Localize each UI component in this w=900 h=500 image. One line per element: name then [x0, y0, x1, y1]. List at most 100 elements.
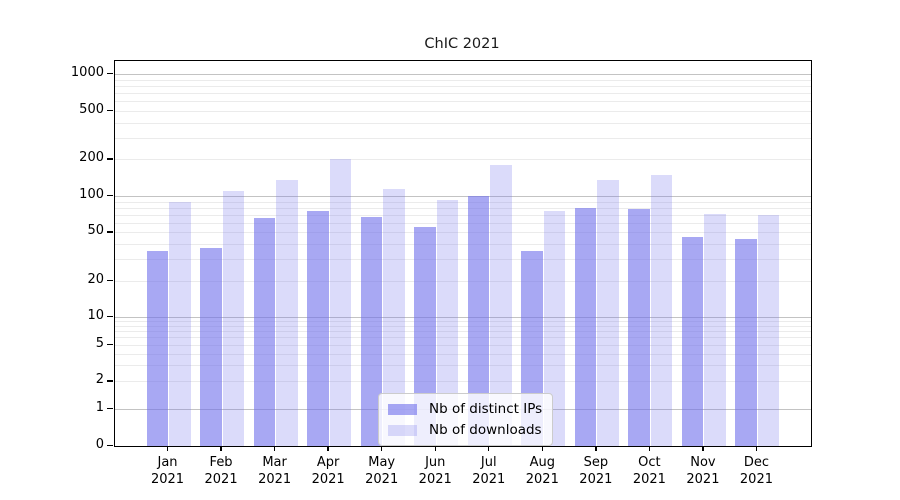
- nb-of-distinct-ips-bar-oct: [628, 209, 650, 446]
- gridline-minor: [115, 331, 811, 333]
- nb-of-downloads-bar-sep: [597, 180, 619, 446]
- nb-of-distinct-ips-bar-sep: [574, 207, 597, 446]
- y-tick: [107, 195, 113, 197]
- gridline-minor: [115, 85, 811, 87]
- gridline-minor: [115, 214, 811, 216]
- gridline-minor: [115, 137, 811, 139]
- gridline-major: [115, 74, 811, 75]
- y-tick: [107, 316, 113, 318]
- nb-of-downloads-bar-jan: [169, 201, 191, 446]
- nb-of-downloads-bar-may: [383, 188, 405, 446]
- y-tick-label: 5: [95, 335, 104, 351]
- x-tick-label: Feb 2021: [204, 455, 238, 487]
- y-tick-label: 1000: [70, 65, 104, 80]
- x-tick: [702, 446, 704, 451]
- gridline-minor: [115, 321, 811, 323]
- legend-label: Nb of distinct IPs: [429, 401, 543, 417]
- nb-of-distinct-ips-bar-nov: [681, 236, 704, 446]
- nb-of-distinct-ips-bar-jan: [146, 251, 169, 446]
- x-tick: [488, 446, 490, 451]
- legend-item: Nb of distinct IPs: [388, 401, 542, 417]
- nb-of-downloads-bar-nov: [704, 213, 726, 446]
- nb-of-distinct-ips-bar-jun: [414, 227, 436, 446]
- gridline-minor: [115, 207, 811, 209]
- x-tick: [648, 446, 651, 451]
- y-tick-label: 2: [95, 372, 104, 388]
- y-tick-label: 0: [95, 436, 104, 452]
- gridline-minor: [115, 365, 811, 367]
- gridline-minor: [115, 353, 811, 355]
- y-tick: [107, 380, 113, 382]
- nb-of-distinct-ips-bar-may: [360, 217, 383, 446]
- gridline-minor: [115, 201, 811, 203]
- x-tick-label: Dec 2021: [739, 455, 773, 487]
- nb-of-downloads-bar-jun: [436, 199, 459, 446]
- gridline-minor: [115, 122, 811, 124]
- y-tick: [107, 109, 113, 112]
- gridline-minor: [115, 92, 811, 94]
- gridline-minor: [115, 110, 811, 112]
- chart-title: ChIC 2021: [424, 36, 500, 52]
- y-tick: [107, 231, 113, 233]
- nb-of-downloads-bar-aug: [543, 211, 566, 446]
- nb-of-downloads-bar-feb: [222, 190, 245, 446]
- nb-of-downloads-bar-mar: [276, 180, 298, 446]
- nb-of-downloads-bar-dec: [757, 215, 780, 446]
- x-tick: [220, 446, 222, 451]
- gridline-minor: [115, 325, 811, 327]
- gridline-minor: [115, 381, 811, 383]
- x-tick-label: Sep 2021: [579, 455, 613, 487]
- x-tick: [755, 446, 758, 451]
- nb-of-downloads-bar-oct: [650, 175, 673, 446]
- x-tick: [434, 446, 436, 451]
- gridline-minor: [115, 232, 811, 234]
- gridline-minor: [115, 337, 811, 339]
- nb-of-distinct-ips-bar-feb: [200, 248, 222, 446]
- nb-of-distinct-ips-bar-jul: [467, 196, 490, 446]
- x-tick: [595, 446, 597, 451]
- gridline-minor: [115, 259, 811, 261]
- gridline-minor: [115, 280, 811, 282]
- x-tick: [166, 446, 169, 451]
- plot-area: Nb of distinct IPs Nb of downloads: [114, 60, 812, 447]
- x-tick: [327, 446, 329, 451]
- x-tick-label: Jun 2021: [418, 455, 452, 487]
- gridline-minor: [115, 344, 811, 346]
- nb-of-distinct-ips-bar-apr: [307, 211, 329, 446]
- nb-of-distinct-ips-swatch: [388, 403, 417, 415]
- x-tick-label: Nov 2021: [686, 455, 720, 487]
- gridline-major: [115, 196, 811, 197]
- gridline-minor: [115, 244, 811, 246]
- y-tick: [107, 158, 113, 160]
- gridline-minor: [115, 101, 811, 103]
- nb-of-downloads-bar-apr: [329, 159, 352, 446]
- y-tick: [107, 73, 113, 75]
- gridline-minor: [115, 222, 811, 224]
- x-tick-label: May 2021: [365, 455, 399, 487]
- x-tick-label: Aug 2021: [525, 455, 559, 487]
- gridline-minor: [115, 159, 811, 161]
- legend: Nb of distinct IPs Nb of downloads: [378, 393, 554, 446]
- legend-item: Nb of downloads: [388, 422, 542, 438]
- y-tick-label: 50: [87, 223, 104, 239]
- y-tick: [107, 279, 113, 281]
- x-tick: [273, 446, 276, 451]
- x-tick-label: Apr 2021: [311, 455, 345, 487]
- x-tick-label: Oct 2021: [632, 455, 666, 487]
- y-tick: [107, 444, 113, 446]
- y-tick-label: 10: [87, 308, 104, 323]
- gridline-minor: [115, 79, 811, 81]
- x-tick-label: Jan 2021: [150, 455, 185, 487]
- gridline-major: [115, 317, 811, 318]
- x-tick: [380, 446, 383, 451]
- y-tick-label: 500: [79, 101, 104, 117]
- y-tick-label: 1: [95, 400, 104, 415]
- x-tick-label: Jul 2021: [472, 455, 506, 487]
- y-tick: [107, 408, 113, 410]
- nb-of-downloads-swatch: [388, 424, 417, 436]
- y-tick: [107, 343, 113, 346]
- y-tick-label: 20: [87, 271, 104, 287]
- nb-of-downloads-bar-jul: [490, 164, 512, 446]
- y-tick-label: 200: [79, 150, 104, 166]
